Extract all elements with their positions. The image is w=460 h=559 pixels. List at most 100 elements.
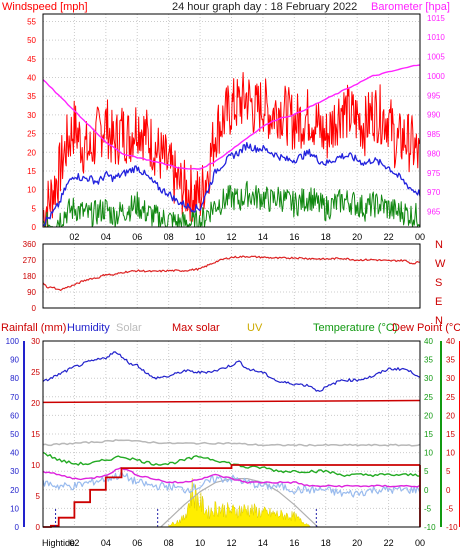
dew-point-axis-y-tick-label: 5 — [446, 467, 451, 476]
dew-point-axis-y-tick-label: 20 — [446, 411, 455, 420]
max-solar-series — [42, 399, 421, 404]
barometer-y-tick-label: 1005 — [427, 53, 445, 62]
windspeed-y-tick-label: 45 — [27, 55, 36, 64]
rain-x-tick-label: 04 — [101, 538, 111, 548]
windspeed-y-tick-label: 30 — [27, 111, 36, 120]
direction-y-tick-label: 180 — [23, 272, 37, 281]
temperature-axis-y-tick-label: 10 — [424, 449, 433, 458]
humidity-axis-y-tick-label: 20 — [10, 486, 19, 495]
windspeed-y-tick-label: 40 — [27, 74, 36, 83]
wind-x-tick-label: 02 — [69, 232, 79, 242]
barometer-series — [42, 64, 421, 170]
wind-x-tick-label: 04 — [101, 232, 111, 242]
barometer-y-tick-label: 985 — [427, 130, 441, 139]
windspeed-y-tick-label: 20 — [27, 148, 36, 157]
humidity-axis-y-tick-label: 0 — [15, 523, 20, 532]
windspeed-y-tick-label: 15 — [27, 167, 36, 176]
rain-x-tick-label: 16 — [289, 538, 299, 548]
uv-legend: UV — [247, 322, 263, 334]
wind-x-tick-label: 06 — [132, 232, 142, 242]
humidity-axis-y-tick-label: 60 — [10, 411, 19, 420]
dew-point-legend: Dew Point (°C) — [392, 322, 460, 334]
rain-x-tick-label: 22 — [384, 538, 394, 548]
windspeed-y-tick-label: 5 — [32, 204, 37, 213]
windspeed-y-tick-label: 35 — [27, 92, 36, 101]
rain-x-tick-label: 00 — [415, 538, 425, 548]
rain-x-tick-label: 18 — [321, 538, 331, 548]
wind-x-tick-label: 22 — [384, 232, 394, 242]
rain-x-tick-label: 12 — [226, 538, 236, 548]
dew-point-axis-y-tick-label: 25 — [446, 393, 455, 402]
barometer-y-tick-label: 965 — [427, 208, 441, 217]
rain-x-tick-label: 20 — [352, 538, 362, 548]
wind-x-tick-label: 20 — [352, 232, 362, 242]
temperature-axis-y-tick-label: 15 — [424, 430, 433, 439]
temperature-legend: Temperature (°C) — [313, 322, 397, 334]
humidity-axis-y-tick-label: 100 — [6, 337, 20, 346]
solar-legend: Solar — [116, 322, 142, 334]
humidity-series — [42, 351, 421, 392]
wind-x-tick-label: 16 — [289, 232, 299, 242]
barometer-y-tick-label: 980 — [427, 149, 441, 158]
rainfall-axis-y-tick-label: 30 — [31, 337, 40, 346]
max-solar-legend: Max solar — [172, 322, 220, 334]
rain-x-tick-label: 02 — [69, 538, 79, 548]
rain-x-tick-label: 08 — [164, 538, 174, 548]
wind-x-tick-label: 18 — [321, 232, 331, 242]
windspeed-y-tick-label: 25 — [27, 130, 36, 139]
dew-point-axis-y-tick-label: 15 — [446, 430, 455, 439]
rain-x-tick-label: 06 — [132, 538, 142, 548]
rainfall-axis-y-tick-label: 15 — [31, 430, 40, 439]
uv-series — [168, 477, 311, 528]
dew-point-axis-y-tick-label: 40 — [446, 337, 455, 346]
rainfall-legend: Rainfall (mm) — [1, 322, 66, 334]
windspeed-y-tick-label: 50 — [27, 36, 36, 45]
temperature-axis-y-tick-label: 40 — [424, 337, 433, 346]
compass-label: N — [435, 315, 443, 327]
temperature-axis-y-tick-label: -10 — [424, 523, 436, 532]
humidity-axis-y-tick-label: 80 — [10, 374, 19, 383]
rainfall-axis-y-tick-label: 25 — [31, 368, 40, 377]
solar-series — [42, 439, 421, 447]
barometer-y-tick-label: 975 — [427, 169, 441, 178]
barometer-y-tick-label: 1015 — [427, 14, 445, 23]
windspeed-y-tick-label: 55 — [27, 17, 36, 26]
barometer-y-tick-label: 1000 — [427, 72, 445, 81]
barometer-y-tick-label: 1010 — [427, 33, 445, 42]
rainfall-axis-y-tick-label: 5 — [36, 492, 41, 501]
wind-x-tick-label: 14 — [258, 232, 268, 242]
barometer-y-tick-label: 990 — [427, 111, 441, 120]
windspeed-axis-title: Windspeed [mph] — [2, 1, 88, 13]
dew-point-axis-y-tick-label: -10 — [446, 523, 458, 532]
temperature-axis-y-tick-label: 25 — [424, 393, 433, 402]
humidity-axis-y-tick-label: 40 — [10, 449, 19, 458]
direction-y-tick-label: 270 — [23, 256, 37, 265]
direction-panel-frame — [42, 243, 421, 309]
barometer-y-tick-label: 995 — [427, 91, 441, 100]
humidity-axis-y-tick-label: 90 — [10, 356, 19, 365]
direction-y-tick-label: 360 — [23, 240, 37, 249]
max-solar-curve-series — [160, 478, 319, 528]
direction-y-tick-label: 90 — [27, 288, 36, 297]
compass-label: N — [435, 239, 443, 251]
rainfall-series — [43, 464, 420, 528]
dew-point-axis-y-tick-label: 10 — [446, 449, 455, 458]
rainfall-axis-y-tick-label: 10 — [31, 461, 40, 470]
rainfall-axis-y-tick-label: 20 — [31, 399, 40, 408]
dew-point-axis-y-tick-label: 35 — [446, 356, 455, 365]
wind-avg-series — [42, 142, 421, 227]
compass-label: E — [435, 296, 442, 308]
dew-point-axis-y-tick-label: 0 — [446, 486, 451, 495]
wind-low-series — [42, 180, 421, 228]
wind-panel-frame — [42, 13, 421, 228]
dew-point-axis-y-tick-label: 30 — [446, 374, 455, 383]
direction-y-tick-label: 0 — [32, 304, 37, 313]
dew-point-axis-y-tick-label: -5 — [446, 504, 454, 513]
temperature-axis-y-tick-label: 35 — [424, 356, 433, 365]
humidity-axis-y-tick-label: 70 — [10, 393, 19, 402]
humidity-axis-y-tick-label: 50 — [10, 430, 19, 439]
wind-x-tick-label: 12 — [226, 232, 236, 242]
temperature-axis-y-tick-label: -5 — [424, 504, 432, 513]
